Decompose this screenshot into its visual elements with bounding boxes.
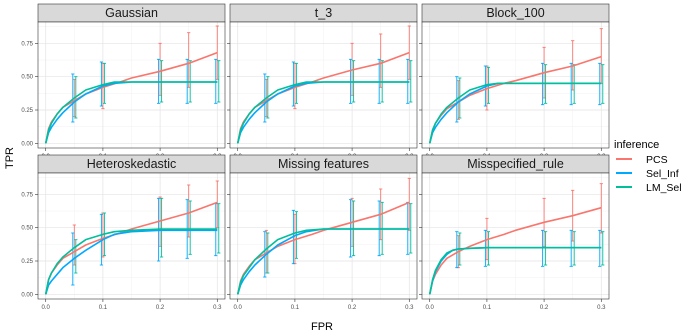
legend: inference PCS Sel_Inf LM_Sel: [614, 139, 682, 194]
strip-title-missing-features: Missing features: [278, 157, 369, 171]
x-tick-label: 0.1: [291, 305, 300, 311]
legend-item-pcs: PCS: [616, 154, 668, 166]
strip-title-block-100: Block_100: [486, 6, 544, 20]
error-bar-lm-sel: [409, 60, 413, 103]
error-bar-lm-sel: [102, 62, 107, 104]
legend-label-pcs: PCS: [646, 154, 668, 166]
error-bar-lm-sel: [601, 64, 605, 104]
y-tick-label: 0.25: [21, 259, 33, 265]
x-tick-label: 0.1: [99, 305, 108, 311]
legend-item-lm-sel: LM_Sel: [616, 182, 682, 194]
series-line-lm-sel: [236, 228, 410, 295]
error-bars-t-3: [263, 25, 413, 123]
series-line-lm-sel: [44, 81, 218, 144]
panel-block-100: Block_1000.00.10.20.3: [419, 3, 610, 160]
panel-border-misspecified-rule: [421, 172, 610, 300]
y-tick-label: 0.25: [21, 108, 33, 114]
x-axis-title: FPR: [311, 321, 333, 333]
y-axis-misspecified-rule: [419, 194, 422, 295]
x-tick-label: 0.3: [405, 305, 414, 311]
panel-border-heteroskedastic: [37, 172, 226, 300]
y-axis-gaussian: 0.00 0.25 0.50 0.75: [21, 41, 38, 147]
panels: Gaussian0.00.10.20.30.000.250.500.75t_30…: [21, 3, 610, 311]
y-axis-heteroskedastic: 0.00 0.25 0.50 0.75: [21, 192, 38, 298]
x-axis-missing-features: 0.0 0.1 0.2 0.3: [234, 299, 414, 311]
error-bar-lm-sel: [294, 62, 299, 104]
legend-title: inference: [614, 139, 659, 151]
panel-border-gaussian: [37, 21, 226, 149]
x-tick-label: 0.2: [348, 305, 357, 311]
panel-misspecified-rule: Misspecified_rule 0.0 0.1 0.2 0.3: [419, 154, 610, 311]
error-bar-lm-sel: [217, 60, 221, 103]
panel-t-3: t_30.00.10.20.3: [227, 3, 418, 160]
y-tick-label: 0.50: [21, 226, 33, 232]
panel-missing-features: Missing features 0.0 0.1 0.2 0.3: [227, 154, 418, 311]
panel-border-missing-features: [229, 172, 418, 300]
series-line-sel-inf: [44, 229, 218, 295]
error-bar-sel-inf: [71, 73, 75, 123]
y-tick-label: 0.50: [21, 75, 33, 81]
error-bar-lm-sel: [217, 203, 221, 254]
x-tick-label: 0.3: [597, 305, 606, 311]
x-tick-label: 0.3: [213, 305, 222, 311]
panel-border-block-100: [421, 21, 610, 149]
error-bar-lm-sel: [458, 77, 462, 119]
legend-item-sel-inf: Sel_Inf: [616, 168, 679, 180]
y-axis-missing-features: [227, 194, 230, 295]
series-line-lm-sel: [428, 82, 602, 144]
error-bar-sel-inf: [99, 61, 104, 107]
error-bar-sel-inf: [291, 61, 296, 107]
x-tick-label: 0.0: [234, 305, 243, 311]
strip-title-gaussian: Gaussian: [105, 6, 158, 20]
strip-title-t-3: t_3: [315, 6, 332, 20]
error-bar-lm-sel: [159, 197, 164, 258]
x-tick-label: 0.2: [156, 305, 165, 311]
x-tick-label: 0.0: [42, 305, 51, 311]
error-bar-lm-sel: [601, 231, 605, 266]
y-axis-title: TPR: [4, 147, 16, 169]
series-line-lm-sel: [44, 228, 218, 295]
x-tick-label: 0.0: [426, 305, 435, 311]
strip-title-misspecified-rule: Misspecified_rule: [467, 157, 564, 171]
y-tick-label: 0.00: [21, 141, 33, 147]
y-axis-block-100: [419, 43, 422, 144]
error-bar-lm-sel: [409, 203, 413, 254]
legend-label-lm-sel: LM_Sel: [646, 182, 682, 194]
x-axis-misspecified-rule: 0.0 0.1 0.2 0.3: [426, 299, 606, 311]
y-axis-t-3: [227, 43, 230, 144]
y-tick-label: 0.75: [21, 41, 33, 47]
strip-title-heteroskedastic: Heteroskedastic: [87, 157, 177, 171]
legend-label-sel-inf: Sel_Inf: [646, 168, 679, 180]
gridlines-heteroskedastic: [38, 173, 225, 299]
gridlines-gaussian: [38, 22, 225, 148]
error-bars-missing-features: [263, 177, 413, 278]
y-tick-label: 0.00: [21, 292, 33, 298]
error-bar-sel-inf: [263, 73, 267, 123]
series-line-lm-sel: [428, 246, 602, 295]
x-tick-label: 0.1: [483, 305, 492, 311]
x-tick-label: 0.2: [540, 305, 549, 311]
error-bar-lm-sel: [188, 200, 192, 255]
x-axis-heteroskedastic: 0.0 0.1 0.2 0.3: [42, 299, 222, 311]
panel-border-t-3: [229, 21, 418, 149]
series-line-lm-sel: [236, 81, 410, 144]
y-tick-label: 0.75: [21, 192, 33, 198]
